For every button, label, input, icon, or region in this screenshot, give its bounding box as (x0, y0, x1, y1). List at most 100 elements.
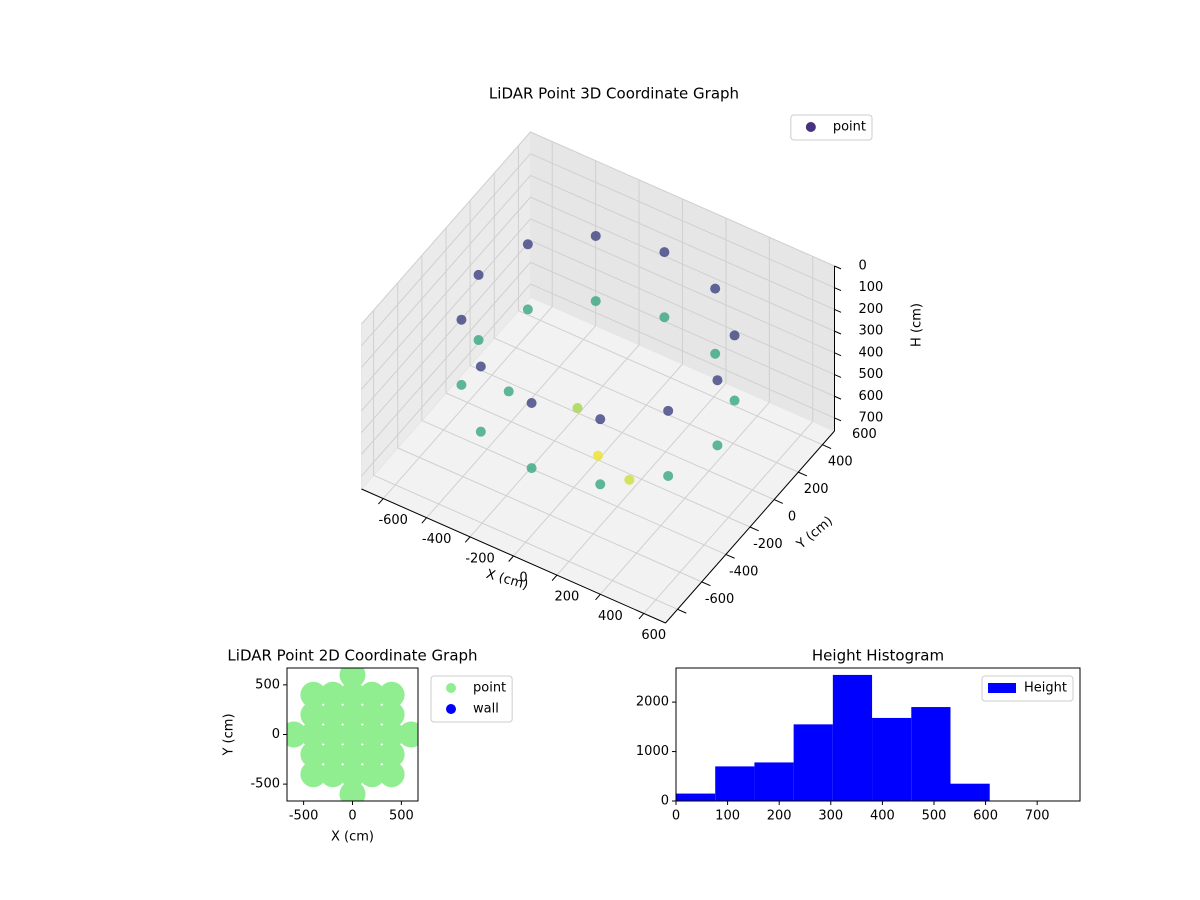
x-tick-label: 200 (767, 809, 792, 824)
legend-label: Height (1024, 681, 1067, 696)
point (378, 741, 405, 768)
y-tick (701, 581, 711, 587)
x-tick-label: 0 (519, 571, 527, 586)
z-tick (834, 330, 842, 335)
grid-line (397, 447, 702, 583)
x-tick-label: 400 (870, 809, 895, 824)
grid-line (518, 310, 823, 446)
x-tick-label: 100 (715, 809, 740, 824)
point (712, 375, 723, 386)
x-tick-label: 400 (598, 609, 623, 624)
bar (676, 793, 716, 801)
z-tick-label: 600 (859, 389, 884, 404)
point (729, 330, 740, 341)
point (503, 386, 514, 397)
x-tick-label: -500 (289, 809, 319, 824)
x-tick (595, 593, 601, 601)
grid-line (361, 261, 531, 455)
z-tick (834, 395, 842, 400)
bar (715, 766, 755, 801)
point (300, 701, 327, 728)
y-tick (773, 499, 784, 504)
point (300, 761, 327, 788)
y-tick-label: 0 (788, 510, 796, 525)
grid-line (530, 131, 835, 267)
grid-line (361, 196, 531, 390)
y-tick (749, 526, 759, 532)
y-tick (798, 471, 808, 477)
legend-marker (446, 704, 456, 714)
y-tick (725, 553, 735, 559)
point (663, 405, 674, 416)
y-tick-label: 400 (828, 455, 853, 470)
grid-line (361, 175, 531, 368)
point (659, 247, 670, 258)
point (319, 681, 346, 708)
point (473, 335, 484, 346)
point (300, 721, 327, 748)
point (287, 721, 307, 748)
grid-line (421, 419, 727, 555)
x-axis-label: X (cm) (331, 830, 374, 845)
x-tick (378, 498, 384, 505)
point (339, 681, 366, 708)
z-tick-label: 300 (859, 324, 884, 339)
legend-marker (446, 683, 456, 693)
x-tick-label: 500 (389, 809, 414, 824)
point (590, 230, 601, 241)
y-tick-label: 2000 (636, 695, 669, 710)
point (300, 681, 327, 708)
bar (754, 762, 794, 801)
x-tick-label: 200 (555, 590, 580, 605)
legend-box (981, 675, 1074, 702)
z-tick (834, 265, 842, 270)
point (522, 239, 533, 250)
chart-title: Height Histogram (812, 647, 944, 665)
x-tick (551, 574, 558, 581)
grid-line (530, 240, 835, 376)
z-tick (834, 352, 842, 357)
point (359, 761, 386, 788)
y-tick-label: -500 (250, 777, 280, 792)
point (339, 741, 366, 768)
point (319, 741, 346, 768)
point (359, 721, 386, 748)
legend-swatch (988, 683, 1017, 693)
point (595, 479, 606, 490)
grid-line (494, 337, 799, 473)
point (663, 470, 674, 481)
bar (911, 707, 951, 801)
x-tick-label: -200 (465, 551, 495, 566)
grid-line (361, 283, 531, 477)
point (339, 781, 366, 801)
point (572, 403, 583, 414)
point (526, 463, 537, 474)
z-axis-label: H (cm) (910, 303, 925, 347)
point (456, 379, 467, 390)
point (359, 741, 386, 768)
bar (950, 783, 990, 801)
point (659, 312, 670, 323)
z-tick-label: 0 (859, 259, 867, 274)
point (522, 304, 533, 315)
point (590, 296, 601, 307)
point (712, 440, 723, 451)
legend: point (790, 114, 873, 141)
plot-area (287, 668, 418, 801)
x-tick-label: -400 (422, 532, 452, 547)
z-tick-label: 500 (859, 367, 884, 382)
grid-line (361, 218, 531, 412)
point (378, 681, 405, 708)
point (595, 414, 606, 425)
point (475, 426, 486, 437)
x-tick-label: 600 (973, 809, 998, 824)
x-tick (638, 613, 645, 620)
point (710, 348, 721, 359)
point (359, 681, 386, 708)
x-tick-label: 300 (818, 809, 843, 824)
point (398, 721, 418, 748)
point (339, 701, 366, 728)
grid-line (530, 261, 835, 397)
bar (872, 717, 912, 801)
